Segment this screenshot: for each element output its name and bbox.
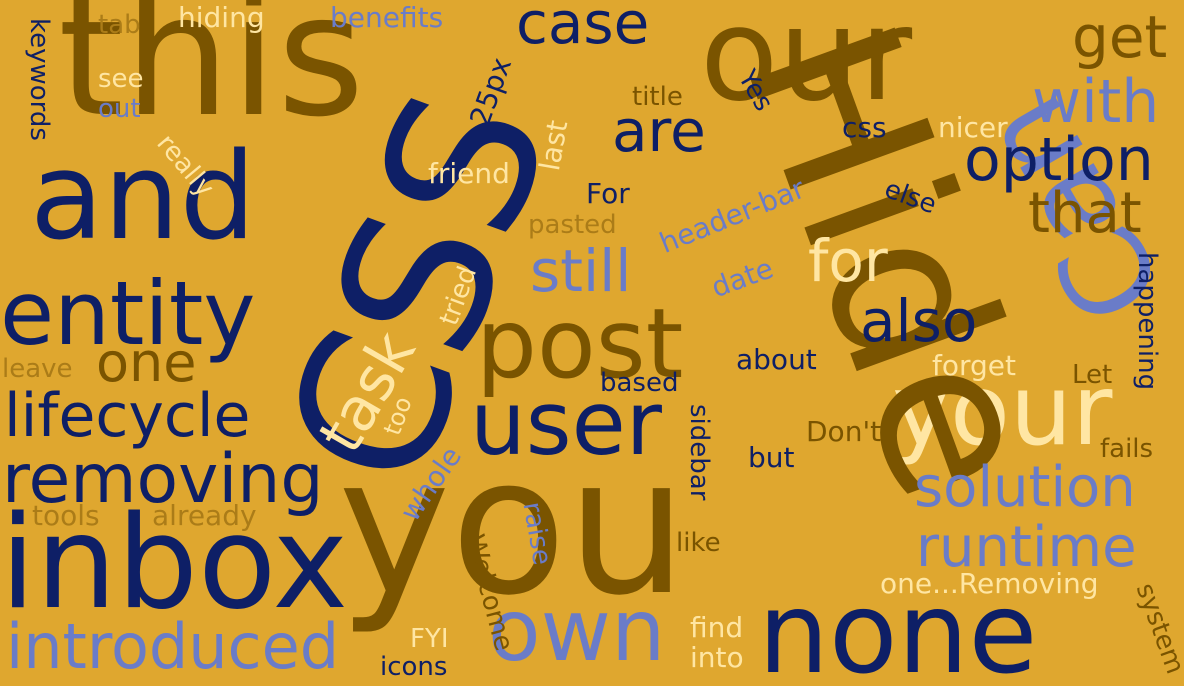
word-with: with <box>1032 67 1160 137</box>
word-case: case <box>516 0 650 57</box>
word-are: are <box>612 97 706 165</box>
word-user: user <box>470 372 662 475</box>
word-see: see <box>98 64 144 94</box>
word-about: about <box>736 343 817 376</box>
word-none: none <box>758 569 1038 686</box>
word-forget: forget <box>932 349 1016 382</box>
word-pasted: pasted <box>528 210 617 240</box>
word-this: this <box>58 0 365 154</box>
word-sidebar: sidebar <box>684 404 714 501</box>
word-introduced: introduced <box>6 610 340 683</box>
word-for: for <box>808 227 888 295</box>
word-inbox: inbox <box>0 489 349 638</box>
word-into: into <box>690 641 744 674</box>
word-and: and <box>30 128 256 267</box>
word-tools: tools <box>32 499 100 532</box>
word-find: find <box>690 611 744 644</box>
word-last: last <box>533 117 575 174</box>
word-like: like <box>676 528 721 558</box>
word-hiding: hiding <box>178 1 265 34</box>
word-but: but <box>748 441 795 474</box>
word-removing: removing <box>2 440 324 519</box>
word-fails: fails <box>1100 434 1154 464</box>
word-nicer: nicer <box>938 111 1008 144</box>
word-tab: tab <box>98 10 141 40</box>
word-one: one <box>96 331 197 394</box>
word-entity: entity <box>0 262 256 365</box>
word-your: your <box>892 354 1113 468</box>
word-system: system <box>1129 579 1184 678</box>
word-keywords: keywords <box>24 18 54 141</box>
word-friend: friend <box>428 157 510 190</box>
word-lifecycle: lifecycle <box>4 381 251 451</box>
word-our: our <box>700 0 913 130</box>
word-option: option <box>964 125 1154 195</box>
word-that: that <box>1028 181 1142 246</box>
word-for-small: For <box>586 177 630 210</box>
word-one-removing: one...Removing <box>880 567 1099 600</box>
word-let: Let <box>1072 360 1113 390</box>
word-you: you <box>338 416 688 637</box>
word-date: date <box>706 251 778 305</box>
word-own: own <box>488 581 666 681</box>
word-also: also <box>860 287 978 355</box>
word-get: get <box>1072 3 1168 71</box>
word-based: based <box>600 368 679 398</box>
word-already: already <box>152 499 257 532</box>
word-still: still <box>530 237 632 305</box>
word-happening: happening <box>1132 252 1162 391</box>
word-title: title <box>632 82 683 112</box>
word-out: out <box>98 94 141 124</box>
word-dont: Don't <box>806 415 882 448</box>
word-benefits: benefits <box>330 1 444 34</box>
word-icons: icons <box>380 652 448 682</box>
word-leave: leave <box>2 354 73 384</box>
word-css-small: css <box>842 111 887 144</box>
word-runtime: runtime <box>916 515 1137 580</box>
word-solution: solution <box>914 455 1136 520</box>
word-fyi: FYI <box>410 624 449 654</box>
word-post: post <box>476 288 684 400</box>
